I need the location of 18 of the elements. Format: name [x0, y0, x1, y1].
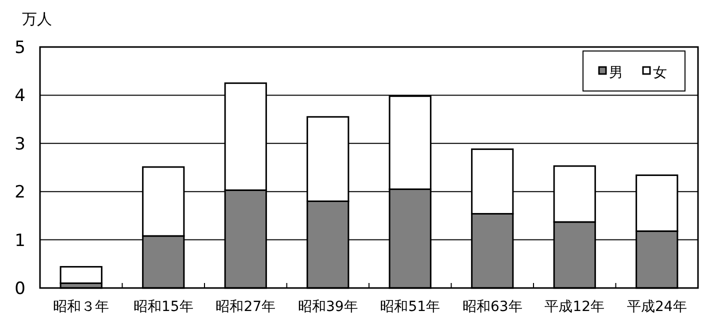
x-tick-label: 平成12年: [544, 299, 605, 315]
y-axis-title: 万人: [22, 10, 52, 28]
legend-label: 男: [609, 65, 623, 81]
x-tick-label: 平成24年: [626, 299, 687, 315]
bar: [60, 266, 102, 284]
x-tick-label: 昭和27年: [216, 299, 276, 315]
y-tick-label: 2: [14, 182, 26, 203]
x-tick-label: 昭和39年: [298, 299, 358, 315]
x-tick-label: 昭和51年: [380, 299, 440, 315]
y-tick-label: 1: [14, 230, 26, 251]
legend-label: 女: [653, 65, 667, 81]
x-tick-label: 昭和15年: [133, 299, 194, 315]
y-tick-label: 3: [14, 134, 26, 154]
x-tick-label: 昭和63年: [462, 299, 522, 315]
y-tick-label: 0: [14, 279, 26, 299]
x-tick-label: 昭和３年: [53, 299, 110, 315]
y-tick-label: 5: [14, 38, 26, 58]
y-tick-label: 4: [14, 86, 26, 106]
